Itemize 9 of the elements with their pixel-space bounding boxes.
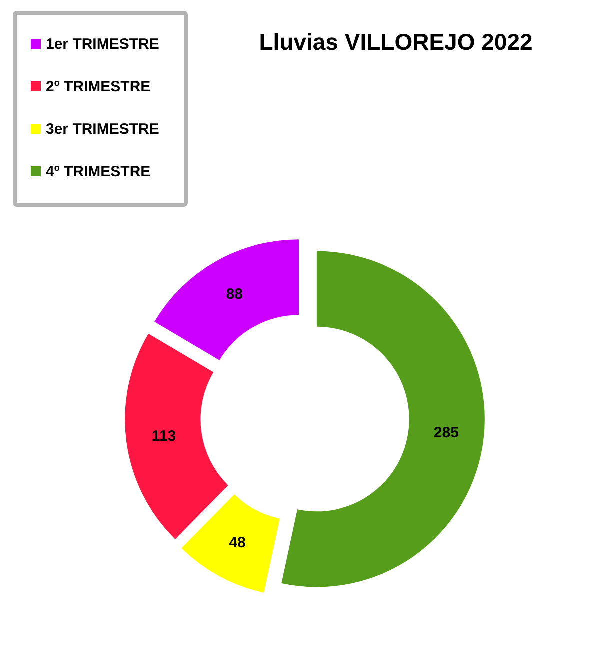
legend-label: 3er TRIMESTRE bbox=[46, 120, 160, 138]
data-label: 285 bbox=[434, 424, 459, 442]
legend-label: 4º TRIMESTRE bbox=[46, 163, 151, 180]
data-label: 113 bbox=[152, 428, 176, 445]
legend-label: 1er TRIMESTRE bbox=[46, 36, 160, 52]
data-label: 88 bbox=[226, 286, 243, 303]
data-label: 48 bbox=[229, 534, 246, 552]
text: Lluvias VILLOREJO 2022 bbox=[259, 29, 533, 55]
legend-label: 2º TRIMESTRE bbox=[46, 78, 151, 95]
